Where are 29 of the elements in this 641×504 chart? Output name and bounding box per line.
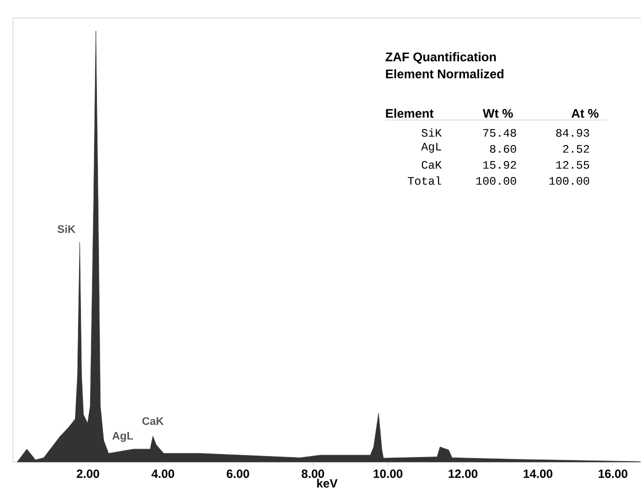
x-tick-label: 14.00: [524, 470, 552, 478]
x-tick-label: 6.00: [226, 470, 250, 478]
annotation: Total: [408, 176, 442, 185]
annotation: CaK: [142, 417, 164, 425]
annotation: AgL: [421, 142, 442, 153]
annotation: 100.00: [549, 177, 590, 185]
x-tick-label: 16.00: [598, 470, 628, 478]
annotation: SiK: [422, 128, 442, 137]
annotation: 84.93: [556, 129, 590, 137]
annotation: 100.00: [476, 177, 516, 185]
annotation: AgL: [112, 432, 134, 442]
annotation: 2.52: [563, 145, 589, 153]
text: Element Normalized: [386, 69, 504, 78]
annotation: At %: [571, 109, 599, 118]
x-axis-title: keV: [317, 478, 338, 488]
x-tick-label: 8.00: [302, 470, 324, 478]
x-tick-label: 12.00: [448, 470, 478, 478]
annotation: 12.55: [556, 161, 590, 169]
annotation: SiK: [58, 224, 76, 233]
annotation: 75.48: [483, 129, 516, 137]
x-tick-label: 2.00: [76, 470, 100, 478]
text: ZAF Quantification: [386, 52, 496, 64]
annotation: 15.92: [483, 161, 516, 169]
x-tick-label: 4.00: [152, 470, 174, 478]
x-tick-label: 10.00: [374, 470, 402, 478]
annotation: CaK: [422, 161, 442, 169]
annotation: Wt %: [482, 109, 513, 118]
annotation: 8.60: [490, 145, 516, 153]
annotation: Element: [386, 108, 434, 118]
